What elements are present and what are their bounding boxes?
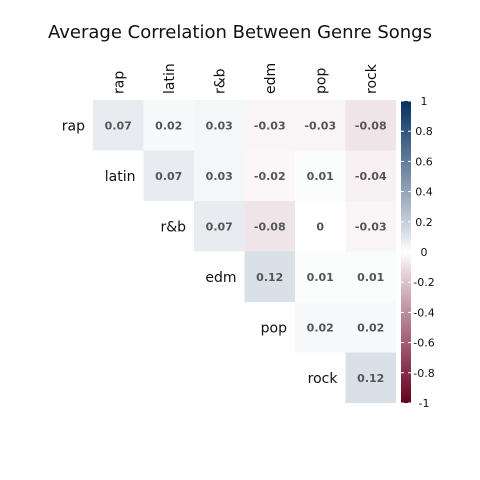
row-label-pop: pop bbox=[261, 320, 287, 336]
row-label-latin: latin bbox=[105, 169, 136, 185]
colorbar-tick-label: 1 bbox=[421, 95, 428, 108]
value-label-rap-latin: 0.02 bbox=[155, 119, 182, 132]
heatmap-cell-pop-pop bbox=[295, 302, 346, 353]
colorbar-tick-label: 0.2 bbox=[415, 216, 433, 229]
heatmap-cell-latin-rock bbox=[345, 150, 396, 201]
heatmap-cell-edm-pop bbox=[295, 251, 346, 302]
value-label-edm-rock: 0.01 bbox=[357, 271, 384, 284]
colorbar-tick-label: -1 bbox=[419, 397, 430, 410]
row-labels: rap latin r&b edm pop rock bbox=[62, 118, 339, 387]
heatmap-cell-pop-rock bbox=[345, 302, 396, 353]
colorbar-tick-label: 0 bbox=[421, 246, 428, 259]
heatmap-cell-rap-latin bbox=[143, 100, 194, 151]
value-label-latin-latin: 0.07 bbox=[155, 170, 182, 183]
column-labels: rap latin r&b edm pop rock bbox=[111, 63, 380, 94]
heatmap-cell-latin-pop bbox=[295, 150, 346, 201]
value-label-latin-edm: -0.02 bbox=[254, 170, 286, 183]
row-label-r&b: r&b bbox=[160, 219, 186, 235]
colorbar-tick-label: -0.4 bbox=[413, 306, 434, 319]
heatmap-cell-r&b-edm bbox=[244, 201, 295, 252]
colorbar-gradient bbox=[401, 101, 411, 403]
row-label-rap: rap bbox=[62, 118, 85, 134]
heatmap-cell-rap-rap bbox=[93, 100, 144, 151]
value-label-latin-pop: 0.01 bbox=[307, 170, 334, 183]
heatmap-cell-rap-edm bbox=[244, 100, 295, 151]
heatmap-cell-r&b-rock bbox=[345, 201, 396, 252]
column-label-pop: pop bbox=[313, 68, 329, 94]
colorbar-tick-label: -0.6 bbox=[413, 337, 434, 350]
value-label-rap-r&b: 0.03 bbox=[206, 119, 233, 132]
row-label-rock: rock bbox=[308, 371, 339, 387]
heatmap-value-labels: 0.07 0.02 0.03 -0.03 -0.03 -0.08 0.07 0.03 -0.02… bbox=[105, 119, 387, 385]
value-label-rap-edm: -0.03 bbox=[254, 119, 286, 132]
value-label-edm-edm: 0.12 bbox=[256, 271, 283, 284]
value-label-edm-pop: 0.01 bbox=[307, 271, 334, 284]
colorbar-tick-label: 0.6 bbox=[415, 155, 433, 168]
heatmap-cell-edm-rock bbox=[345, 251, 396, 302]
value-label-rock-rock: 0.12 bbox=[357, 372, 384, 385]
heatmap-cell-rock-rock bbox=[345, 352, 396, 403]
column-label-r&b: r&b bbox=[212, 68, 228, 94]
heatmap-cell-r&b-pop bbox=[295, 201, 346, 252]
value-label-r&b-r&b: 0.07 bbox=[206, 220, 233, 233]
column-label-edm: edm bbox=[263, 63, 279, 94]
row-label-edm: edm bbox=[205, 270, 236, 286]
heatmap-cell-rap-rock bbox=[345, 100, 396, 151]
value-label-r&b-rock: -0.03 bbox=[355, 220, 387, 233]
colorbar-tick-label: 0.8 bbox=[415, 125, 433, 138]
value-label-rap-pop: -0.03 bbox=[304, 119, 336, 132]
heatmap-cell-latin-r&b bbox=[194, 150, 245, 201]
value-label-rap-rap: 0.07 bbox=[105, 119, 132, 132]
colorbar-tick-label: -0.2 bbox=[413, 276, 434, 289]
heatmap-cell-rap-r&b bbox=[194, 100, 245, 151]
colorbar-tick-label: 0.4 bbox=[415, 186, 433, 199]
value-label-pop-rock: 0.02 bbox=[357, 321, 384, 334]
value-label-r&b-pop: 0 bbox=[316, 220, 324, 233]
chart-title: Average Correlation Between Genre Songs bbox=[48, 22, 432, 43]
value-label-pop-pop: 0.02 bbox=[307, 321, 334, 334]
value-label-r&b-edm: -0.08 bbox=[254, 220, 286, 233]
heatmap-cell-latin-edm bbox=[244, 150, 295, 201]
column-label-latin: latin bbox=[162, 63, 178, 94]
value-label-latin-rock: -0.04 bbox=[355, 170, 387, 183]
value-label-latin-r&b: 0.03 bbox=[206, 170, 233, 183]
colorbar-tick-label: -0.8 bbox=[413, 367, 434, 380]
value-label-rap-rock: -0.08 bbox=[355, 119, 387, 132]
heatmap-cells bbox=[93, 100, 396, 403]
column-label-rock: rock bbox=[364, 63, 380, 94]
heatmap-cell-latin-latin bbox=[143, 150, 194, 201]
colorbar: 1 0.8 0.6 0.4 0.2 0 -0.2 -0.4 -0.6 -0.8 -1 bbox=[401, 95, 435, 410]
heatmap-cell-r&b-r&b bbox=[194, 201, 245, 252]
heatmap-cell-rap-pop bbox=[295, 100, 346, 151]
column-label-rap: rap bbox=[111, 71, 127, 94]
heatmap-cell-edm-edm bbox=[244, 251, 295, 302]
